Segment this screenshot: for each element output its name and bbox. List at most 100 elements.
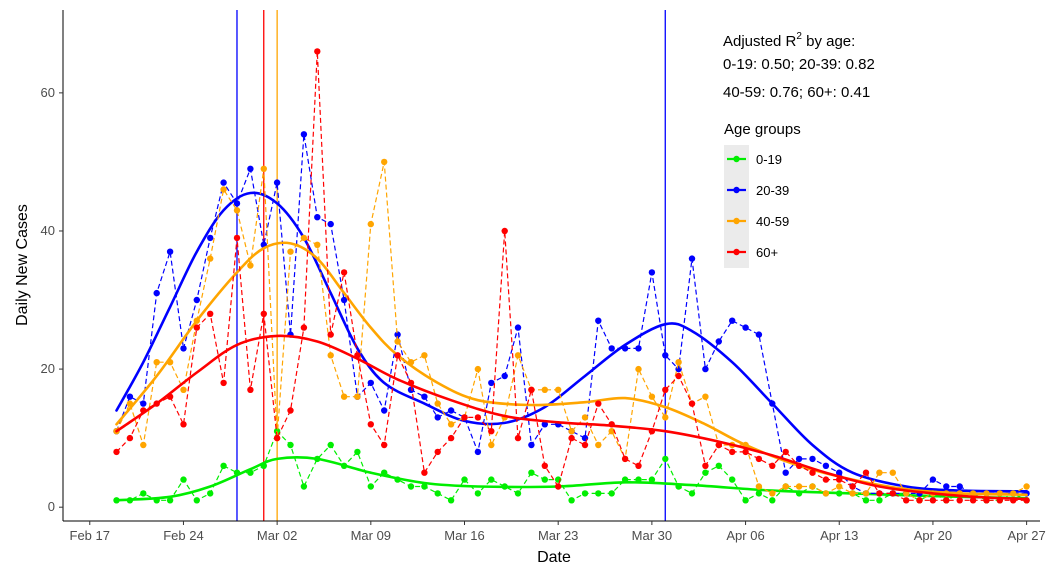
series-20-39-point xyxy=(956,483,963,490)
series-0-19-point xyxy=(461,476,468,483)
series-20-39-point xyxy=(943,483,950,490)
series-60plus-point xyxy=(769,462,776,469)
series-60plus-smooth-curve xyxy=(115,334,1028,501)
series-20-39-point xyxy=(140,400,147,407)
legend-label: 20-39 xyxy=(756,183,789,198)
series-40-59-point xyxy=(233,207,241,214)
x-tick-label: Feb 17 xyxy=(70,528,110,543)
series-20-39-point xyxy=(635,345,642,352)
series-0-19-point xyxy=(367,483,374,490)
series-60plus-point xyxy=(300,324,308,331)
annotation-line-3: 40-59: 0.76; 60+: 0.41 xyxy=(723,84,870,101)
series-layer xyxy=(113,48,1030,504)
series-40-59-point xyxy=(381,158,388,166)
series-0-19-point xyxy=(193,497,200,504)
series-20-39-point xyxy=(434,414,441,421)
series-20-39-point xyxy=(782,469,789,476)
series-20-39-point xyxy=(929,476,937,483)
legend-key-point xyxy=(733,186,740,194)
series-60plus-point xyxy=(742,448,749,456)
series-0-19-point xyxy=(581,490,589,497)
series-20-39-point xyxy=(314,214,321,221)
series-40-59-point xyxy=(354,393,361,400)
series-60plus-point xyxy=(568,434,575,442)
series-60plus-point xyxy=(675,372,682,380)
series-60plus-point xyxy=(889,490,896,497)
series-40-59-point xyxy=(367,220,374,228)
series-40-59-point xyxy=(541,386,548,393)
series-60plus-point xyxy=(273,434,281,442)
series-20-39-point xyxy=(702,365,709,373)
series-40-59-point xyxy=(421,352,428,359)
y-tick-label: 0 xyxy=(48,499,55,514)
series-20-39-point xyxy=(340,296,348,304)
series-60plus-point xyxy=(394,352,401,359)
series-40-59-point xyxy=(474,365,482,373)
series-40-59-point xyxy=(434,400,441,407)
series-40-59-point xyxy=(595,441,602,449)
series-0-19-point xyxy=(327,441,334,449)
series-60plus-point xyxy=(916,497,923,504)
series-60plus-point xyxy=(461,414,468,421)
series-0-19-point xyxy=(220,462,227,469)
series-0-19-smooth-curve xyxy=(115,456,1028,502)
series-60plus-point xyxy=(488,428,495,435)
series-0-19-point xyxy=(769,497,776,504)
x-tick-label: Mar 30 xyxy=(632,528,672,543)
legend-key-background xyxy=(724,145,749,268)
series-40-59-point xyxy=(327,352,334,359)
legend-keys: 0-19 20-39 40-59 60+ xyxy=(727,152,789,260)
annotation-line-1-post: by age: xyxy=(802,33,855,50)
series-60plus-point xyxy=(474,414,482,421)
series-60plus-point xyxy=(621,455,629,463)
series-20-39 xyxy=(113,131,1030,497)
series-40-59-point xyxy=(447,421,455,428)
series-40-59-point xyxy=(648,393,656,400)
x-tick-label: Mar 23 xyxy=(538,528,578,543)
series-40-59-point xyxy=(702,393,709,400)
series-20-39-point xyxy=(180,345,187,352)
series-20-39-point xyxy=(755,331,763,338)
x-tick-label: Apr 20 xyxy=(914,528,952,543)
series-40-59-smooth-curve xyxy=(115,241,1028,497)
series-20-39-point xyxy=(581,434,589,442)
series-20-39-point xyxy=(474,448,482,456)
series-20-39-point xyxy=(742,324,749,331)
series-20-39-point xyxy=(648,269,656,276)
series-60plus-point xyxy=(635,462,642,469)
series-0-19-point xyxy=(488,476,495,483)
series-40-59-point xyxy=(662,414,669,421)
series-40-59-point xyxy=(340,393,348,400)
legend-item-40-59: 40-59 xyxy=(727,214,789,229)
series-0-19-point xyxy=(688,490,696,497)
series-40-59-point xyxy=(207,255,214,262)
series-40-59-point xyxy=(180,386,187,393)
series-60plus-point xyxy=(367,421,374,428)
series-60plus-point xyxy=(247,386,254,393)
legend-key-point xyxy=(733,217,740,225)
series-40-59-point xyxy=(809,483,816,490)
series-40-59-point xyxy=(314,241,321,248)
series-20-39-point xyxy=(729,317,736,324)
series-40-59-point xyxy=(849,490,856,497)
series-20-39-point xyxy=(514,324,522,331)
series-0-19-point xyxy=(862,497,870,504)
tick-labels: 0 20 40 60 Feb 17 Feb 24 Mar 02 Mar 09 Mar 16 Mar… xyxy=(41,85,1046,543)
series-0-19-point xyxy=(702,469,709,476)
x-tick-label: Mar 02 xyxy=(257,528,297,543)
series-40-59-point xyxy=(300,234,308,242)
y-tick-label: 60 xyxy=(41,85,55,100)
series-60plus-point xyxy=(340,269,348,276)
series-60plus-point xyxy=(809,469,816,476)
series-40-59-point xyxy=(287,248,294,255)
series-40-59-point xyxy=(836,483,843,490)
x-tick-label: Mar 16 xyxy=(444,528,484,543)
series-60plus-point xyxy=(233,234,241,242)
annotation-line-2: 0-19: 0.50; 20-39: 0.82 xyxy=(723,56,875,73)
legend-item-20-39: 20-39 xyxy=(727,183,789,198)
series-40-59-point xyxy=(862,490,870,497)
series-0-19-point xyxy=(729,476,736,483)
series-60plus-point xyxy=(782,448,789,456)
series-0-19-point xyxy=(648,476,656,483)
series-40-59-dashed-line xyxy=(115,161,1027,501)
